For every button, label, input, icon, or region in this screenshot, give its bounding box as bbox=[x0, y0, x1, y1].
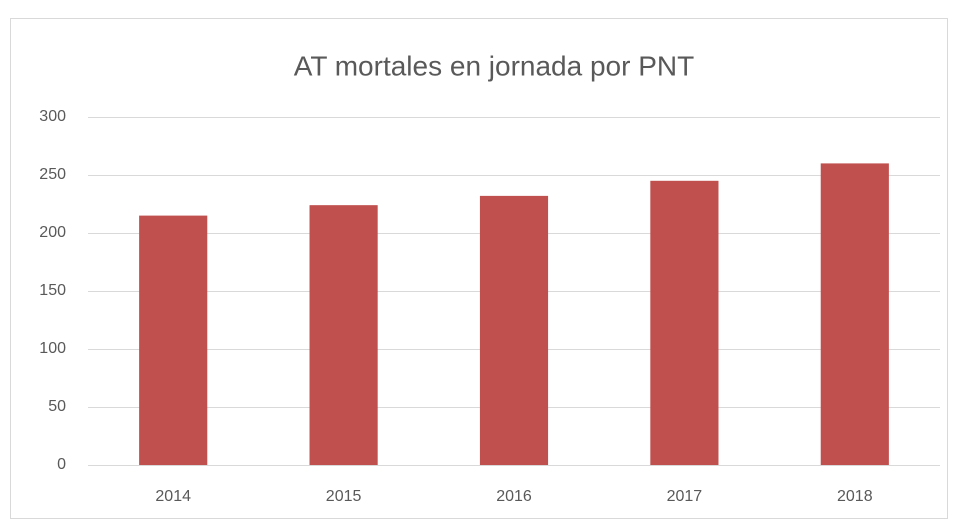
y-tick-label: 100 bbox=[39, 340, 66, 357]
x-tick-label: 2016 bbox=[496, 488, 532, 505]
bar bbox=[309, 205, 378, 465]
y-tick-label: 300 bbox=[39, 108, 66, 125]
x-tick-label: 2014 bbox=[155, 488, 191, 505]
bar bbox=[139, 215, 208, 465]
x-tick-label: 2018 bbox=[837, 488, 873, 505]
chart-title: AT mortales en jornada por PNT bbox=[294, 50, 694, 81]
y-tick-label: 0 bbox=[57, 456, 66, 473]
y-tick-label: 150 bbox=[39, 282, 66, 299]
y-tick-label: 200 bbox=[39, 224, 66, 241]
bar bbox=[479, 195, 549, 465]
y-tick-label: 250 bbox=[39, 166, 66, 183]
bar bbox=[650, 180, 719, 466]
bar bbox=[820, 163, 889, 465]
y-tick-label: 50 bbox=[48, 398, 66, 415]
x-tick-label: 2015 bbox=[326, 488, 362, 505]
x-tick-label: 2017 bbox=[667, 488, 703, 505]
